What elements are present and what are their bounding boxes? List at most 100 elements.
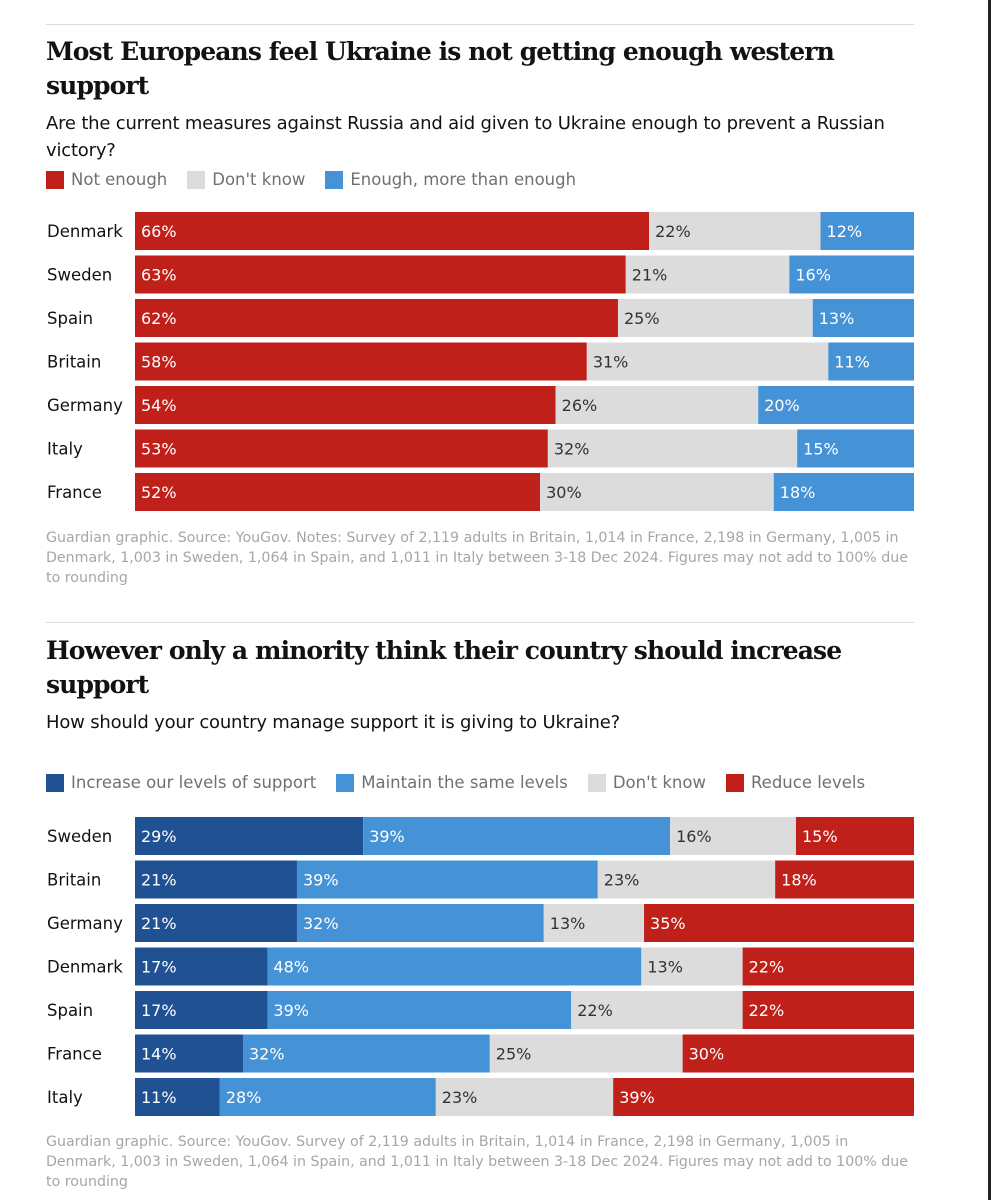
chart1-row-germany: Germany 54% 26% 20% — [47, 386, 914, 424]
chart2: Sweden 29% 39% 16% 15% Britain 21% 39% 23% 18% Ger… — [46, 817, 916, 1116]
chart2-source-note: Guardian graphic. Source: YouGov. Survey… — [46, 1134, 908, 1190]
chart2-data-label: 17% — [141, 958, 177, 977]
chart2-bar-maintain-the-same-levels — [363, 817, 671, 855]
chart2-legend-label: Maintain the same levels — [361, 773, 568, 792]
chart1-bar-don-t-know — [586, 342, 829, 381]
chart2-data-label: 39% — [303, 871, 339, 890]
chart2-bar-don-t-know — [489, 1034, 683, 1073]
chart2-legend-label: Don't know — [612, 773, 706, 792]
chart2-bar-don-t-know — [670, 817, 796, 855]
chart1-data-label: 11% — [834, 353, 870, 372]
chart2-bar-increase-our-levels-of-support — [135, 1034, 243, 1073]
chart2-category-label: Sweden — [47, 827, 112, 846]
middle-divider — [46, 622, 914, 623]
chart2-bar-increase-our-levels-of-support — [135, 991, 268, 1029]
chart2-data-label: 16% — [676, 827, 712, 846]
chart1-title: Most Europeans feel Ukraine is not getti… — [46, 37, 835, 100]
chart1-data-label: 53% — [141, 440, 177, 459]
chart1-bar-enough-more-than-enough — [773, 473, 914, 511]
chart1-bar-enough-more-than-enough — [820, 212, 914, 250]
chart1-row-italy: Italy 53% 32% 15% — [47, 429, 914, 468]
chart1-data-label: 20% — [764, 396, 800, 415]
chart2-row-france: France 14% 32% 25% 30% — [47, 1034, 914, 1073]
chart1-data-label: 30% — [546, 483, 582, 502]
chart1-data-label: 31% — [593, 353, 629, 372]
chart1-data-label: 21% — [632, 266, 668, 285]
chart2-data-label: 39% — [273, 1001, 309, 1020]
chart2-bar-reduce-levels — [682, 1034, 914, 1073]
chart2-bar-maintain-the-same-levels — [242, 1034, 490, 1073]
chart2-data-label: 25% — [496, 1045, 532, 1064]
chart1-category-label: Sweden — [47, 266, 112, 285]
chart1-legend-swatch — [325, 170, 344, 189]
chart2-data-label: 18% — [781, 871, 817, 890]
chart2-data-label: 11% — [141, 1088, 177, 1107]
chart2-subtitle: How should your country manage support i… — [46, 712, 620, 733]
chart2-bar-increase-our-levels-of-support — [135, 1078, 220, 1116]
chart2-data-label: 13% — [550, 914, 586, 933]
chart2-data-label: 17% — [141, 1001, 177, 1020]
chart2-data-label: 21% — [141, 914, 177, 933]
chart1-bar-not-enough — [135, 386, 556, 424]
chart2-legend-item-reduce-levels: Reduce levels — [725, 773, 865, 792]
chart1-subtitle: Are the current measures against Russia … — [46, 113, 885, 161]
chart1-row-denmark: Denmark 66% 22% 12% — [47, 212, 914, 250]
chart2-legend-swatch — [587, 773, 606, 792]
chart1-category-label: Britain — [47, 353, 101, 372]
chart1-data-label: 66% — [141, 222, 177, 241]
chart2-bar-maintain-the-same-levels — [296, 904, 544, 942]
chart1-category-label: France — [47, 483, 102, 502]
chart2-bar-increase-our-levels-of-support — [135, 904, 297, 942]
chart1: Denmark 66% 22% 12% Sweden 63% 21% 16% Spain 62% 2… — [46, 212, 916, 511]
chart2-bar-reduce-levels — [775, 860, 914, 899]
chart1-data-label: 18% — [780, 483, 816, 502]
chart2-data-label: 30% — [689, 1045, 725, 1064]
chart1-data-label: 58% — [141, 353, 177, 372]
chart2-category-label: Britain — [47, 871, 101, 890]
chart2-bar-maintain-the-same-levels — [296, 860, 598, 899]
chart1-data-label: 13% — [819, 309, 855, 328]
chart2-data-label: 13% — [647, 958, 683, 977]
chart2-bar-don-t-know — [435, 1078, 614, 1116]
chart2-row-spain: Spain 17% 39% 22% 22% — [47, 991, 914, 1029]
chart1-source-note: Guardian graphic. Source: YouGov. Notes:… — [46, 530, 908, 586]
chart1-data-label: 16% — [795, 266, 831, 285]
chart2-bar-increase-our-levels-of-support — [135, 947, 268, 986]
chart2-bar-reduce-levels — [742, 991, 914, 1029]
chart1-data-label: 15% — [803, 440, 839, 459]
chart1-bar-enough-more-than-enough — [758, 386, 914, 424]
chart2-row-germany: Germany 21% 32% 13% 35% — [47, 904, 914, 942]
chart1-category-label: Italy — [47, 440, 83, 459]
chart1-data-label: 32% — [554, 440, 590, 459]
chart1-bar-not-enough — [135, 473, 541, 511]
chart2-bar-don-t-know — [543, 904, 645, 942]
chart2-legend-item-maintain-the-same-levels: Maintain the same levels — [336, 773, 568, 792]
chart2-bar-reduce-levels — [644, 904, 914, 942]
chart1-data-label: 62% — [141, 309, 177, 328]
chart1-bar-not-enough — [135, 212, 650, 250]
chart2-legend-label: Increase our levels of support — [71, 773, 317, 792]
chart1-row-britain: Britain 58% 31% 11% — [47, 342, 914, 381]
chart1-bar-not-enough — [135, 429, 548, 468]
chart1-legend-item-enough-more-than-enough: Enough, more than enough — [325, 170, 576, 189]
chart1-data-label: 25% — [624, 309, 660, 328]
chart2-legend-item-don-t-know: Don't know — [587, 773, 706, 792]
chart2-bar-reduce-levels — [795, 817, 914, 855]
chart1-category-label: Denmark — [47, 222, 123, 241]
chart1-category-label: Germany — [47, 396, 123, 415]
chart1-bar-enough-more-than-enough — [789, 255, 914, 294]
chart2-data-label: 22% — [749, 1001, 785, 1020]
chart2-category-label: Germany — [47, 914, 123, 933]
top-divider — [46, 24, 914, 25]
chart2-data-label: 14% — [141, 1045, 177, 1064]
chart1-row-spain: Spain 62% 25% 13% — [47, 299, 914, 337]
chart1-legend-label: Not enough — [71, 170, 168, 189]
chart1-row-france: France 52% 30% 18% — [47, 473, 914, 511]
chart1-svg: Denmark 66% 22% 12% Sweden 63% 21% 16% Spain 62% 2… — [47, 212, 914, 511]
chart2-category-label: Italy — [47, 1088, 83, 1107]
chart1-bar-don-t-know — [555, 386, 759, 424]
chart1-bar-not-enough — [135, 255, 626, 294]
chart1-legend-label: Enough, more than enough — [350, 170, 577, 189]
chart2-header: However only a minority think their coun… — [46, 634, 926, 736]
chart1-legend-label: Don't know — [212, 170, 306, 189]
